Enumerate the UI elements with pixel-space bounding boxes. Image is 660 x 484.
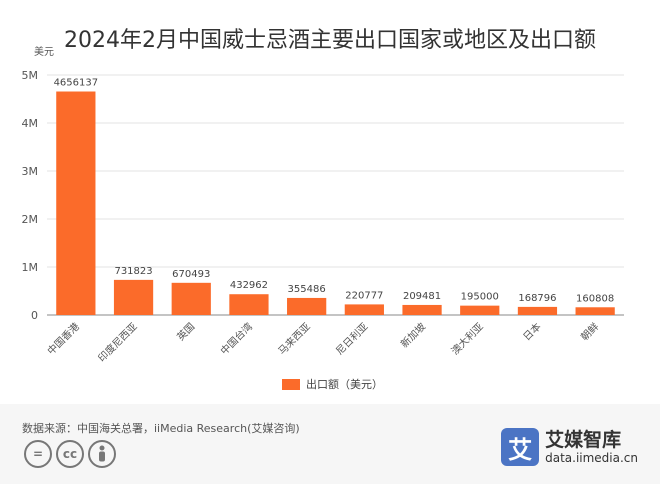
x-tick-label: 印度尼西亚 [95, 320, 140, 365]
data-label: 195000 [461, 292, 499, 303]
data-label: 670493 [172, 269, 210, 280]
x-tick-label: 尼日利亚 [334, 321, 371, 358]
source-note: 数据来源：中国海关总署，iiMedia Research(艾媒咨询) [22, 422, 300, 435]
legend: 出口额（美元） [282, 376, 383, 392]
data-label: 731823 [114, 266, 152, 277]
bar [229, 294, 269, 315]
x-tick-label: 新加坡 [398, 320, 428, 350]
bar [287, 297, 327, 315]
brand: 艾 艾媒智库 data.iimedia.cn [501, 428, 638, 466]
equal-icon: = [24, 440, 52, 468]
bar [344, 304, 384, 315]
y-unit-label: 美元 [34, 45, 54, 58]
data-label: 355486 [288, 284, 326, 295]
data-label: 168796 [518, 293, 556, 304]
data-label: 4656137 [54, 78, 99, 89]
bar-chart: 美元 0 1M 2M 3M 4M 5M 4656137 中国香港 731823 印度尼西亚 67049… [22, 45, 624, 365]
chart-title: 2024年2月中国威士忌酒主要出口国家或地区及出口额 [64, 28, 596, 53]
data-label: 220777 [345, 290, 383, 301]
data-label: 160808 [576, 293, 614, 304]
legend-swatch [282, 378, 300, 390]
y-tick-label: 5M [22, 69, 39, 82]
bar [575, 307, 615, 315]
legend-label: 出口额（美元） [306, 378, 383, 391]
person-icon [88, 440, 116, 468]
x-tick-label: 朝鲜 [578, 320, 601, 343]
y-tick-label: 2M [22, 213, 39, 226]
cc-icon: cc [56, 440, 84, 468]
bar [460, 305, 500, 315]
x-tick-label: 澳大利亚 [448, 320, 485, 357]
bar [56, 91, 96, 315]
bar [113, 279, 154, 315]
data-label: 432962 [230, 280, 268, 291]
y-tick-label: 0 [31, 309, 38, 322]
brand-url: data.iimedia.cn [545, 451, 638, 465]
x-tick-label: 中国台湾 [218, 320, 255, 357]
brand-logo: 艾 [501, 428, 540, 466]
bar [402, 304, 442, 315]
y-tick-label: 1M [22, 261, 39, 274]
bar [171, 282, 211, 315]
x-tick-label: 中国香港 [44, 320, 81, 357]
license-icons: = cc [24, 440, 116, 468]
brand-name: 艾媒智库 [545, 429, 622, 451]
x-tick-label: 英国 [174, 320, 197, 343]
data-label: 209481 [403, 291, 441, 302]
x-tick-label: 日本 [520, 320, 543, 343]
bar [517, 306, 558, 315]
y-tick-label: 4M [22, 117, 39, 130]
y-tick-label: 3M [22, 165, 39, 178]
x-tick-label: 马来西亚 [276, 321, 313, 358]
